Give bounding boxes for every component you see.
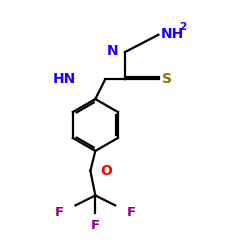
Text: S: S [162,72,172,86]
Text: N: N [107,44,119,58]
Text: F: F [55,206,64,218]
Text: HN: HN [52,72,76,86]
Text: F: F [91,218,100,232]
Text: F: F [126,206,136,218]
Text: NH: NH [161,27,184,41]
Text: 2: 2 [180,22,187,32]
Text: O: O [100,164,112,178]
